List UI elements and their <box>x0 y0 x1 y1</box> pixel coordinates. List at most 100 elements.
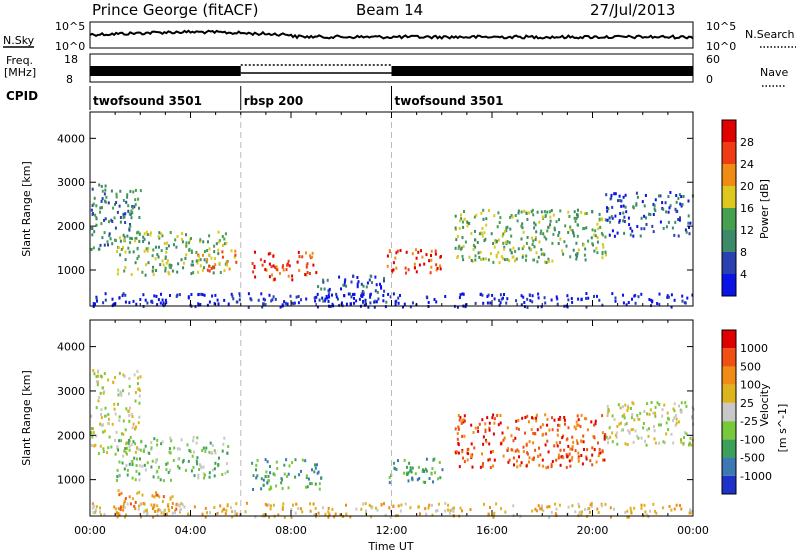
echo-pixel <box>368 503 371 507</box>
echo-pixel <box>264 502 267 506</box>
echo-pixel <box>601 414 604 418</box>
echo-pixel <box>508 241 511 245</box>
echo-pixel <box>169 451 172 455</box>
echo-pixel <box>96 299 98 303</box>
echo-pixel <box>518 455 520 459</box>
echo-pixel <box>571 229 574 232</box>
echo-pixel <box>119 508 122 512</box>
echo-pixel <box>462 420 465 424</box>
echo-pixel <box>458 244 461 248</box>
echo-pixel <box>439 267 442 271</box>
echo-pixel <box>196 456 199 460</box>
echo-pixel <box>405 250 408 254</box>
echo-pixel <box>435 509 437 513</box>
echo-pixel <box>338 275 341 279</box>
echo-pixel <box>501 234 504 238</box>
echo-pixel <box>305 273 308 277</box>
echo-pixel <box>437 502 440 506</box>
echo-pixel <box>335 292 338 296</box>
echo-pixel <box>601 243 604 247</box>
echo-pixel <box>162 301 165 305</box>
echo-pixel <box>269 471 272 475</box>
echo-pixel <box>485 217 488 221</box>
echo-pixel <box>666 411 669 415</box>
echo-pixel <box>260 292 263 296</box>
echo-pixel <box>474 254 477 258</box>
echo-pixel <box>683 301 686 305</box>
echo-pixel <box>211 444 214 447</box>
echo-pixel <box>660 423 662 427</box>
echo-pixel <box>510 434 513 438</box>
echo-pixel <box>577 456 580 460</box>
echo-pixel <box>115 511 118 515</box>
echo-pixel <box>491 293 494 297</box>
echo-pixel <box>364 298 367 302</box>
echo-pixel <box>534 238 537 242</box>
echo-pixel <box>457 443 460 447</box>
echo-pixel <box>135 469 138 473</box>
echo-pixel <box>672 419 675 422</box>
echo-pixel <box>601 449 604 453</box>
echo-pixel <box>523 209 525 213</box>
echo-pixel <box>629 226 632 230</box>
echo-pixel <box>556 428 559 432</box>
echo-pixel <box>103 199 106 203</box>
echo-pixel <box>634 429 637 433</box>
echo-pixel <box>164 269 167 273</box>
echo-pixel <box>409 469 412 473</box>
echo-pixel <box>308 272 311 275</box>
echo-pixel <box>267 252 270 256</box>
echo-pixel <box>353 296 355 300</box>
echo-pixel <box>681 299 684 303</box>
echo-pixel <box>571 435 574 439</box>
echo-pixel <box>680 507 683 511</box>
echo-pixel <box>125 407 128 411</box>
echo-pixel <box>127 438 130 442</box>
echo-pixel <box>506 448 509 452</box>
echo-pixel <box>143 232 146 236</box>
echo-pixel <box>541 504 543 508</box>
echo-pixel <box>434 471 436 475</box>
echo-pixel <box>214 293 217 297</box>
echo-pixel <box>423 262 426 266</box>
echo-pixel <box>205 260 208 264</box>
echo-pixel <box>295 502 298 506</box>
echo-pixel <box>537 455 539 458</box>
echo-pixel <box>149 233 152 237</box>
echo-pixel <box>503 247 506 251</box>
echo-pixel <box>677 420 680 424</box>
echo-pixel <box>281 507 284 511</box>
echo-pixel <box>543 296 546 300</box>
echo-pixel <box>196 462 199 466</box>
echo-pixel <box>557 456 560 460</box>
echo-pixel <box>575 439 578 443</box>
echo-pixel <box>508 458 511 462</box>
velocity-panel-frame <box>89 319 694 517</box>
echo-pixel <box>309 254 311 258</box>
echo-pixel <box>666 295 669 299</box>
echo-pixel <box>538 240 541 244</box>
echo-pixel <box>673 233 676 237</box>
echo-pixel <box>673 416 676 420</box>
echo-pixel <box>127 204 130 208</box>
echo-pixel <box>344 278 347 282</box>
echo-pixel <box>686 296 689 300</box>
echo-pixel <box>561 436 564 440</box>
echo-pixel <box>642 422 645 425</box>
echo-pixel <box>559 441 561 444</box>
echo-pixel <box>313 470 316 474</box>
echo-pixel <box>636 225 639 228</box>
echo-pixel <box>342 283 345 287</box>
echo-pixel <box>639 234 642 238</box>
echo-pixel <box>298 255 301 259</box>
echo-pixel <box>488 421 491 425</box>
echo-pixel <box>134 188 137 192</box>
echo-pixel <box>100 513 102 517</box>
echo-pixel <box>460 217 463 221</box>
echo-pixel <box>572 248 575 252</box>
echo-pixel <box>143 449 145 453</box>
echo-pixel <box>268 262 271 266</box>
echo-pixel <box>272 295 275 299</box>
echo-pixel <box>161 500 164 503</box>
echo-pixel <box>117 393 120 397</box>
